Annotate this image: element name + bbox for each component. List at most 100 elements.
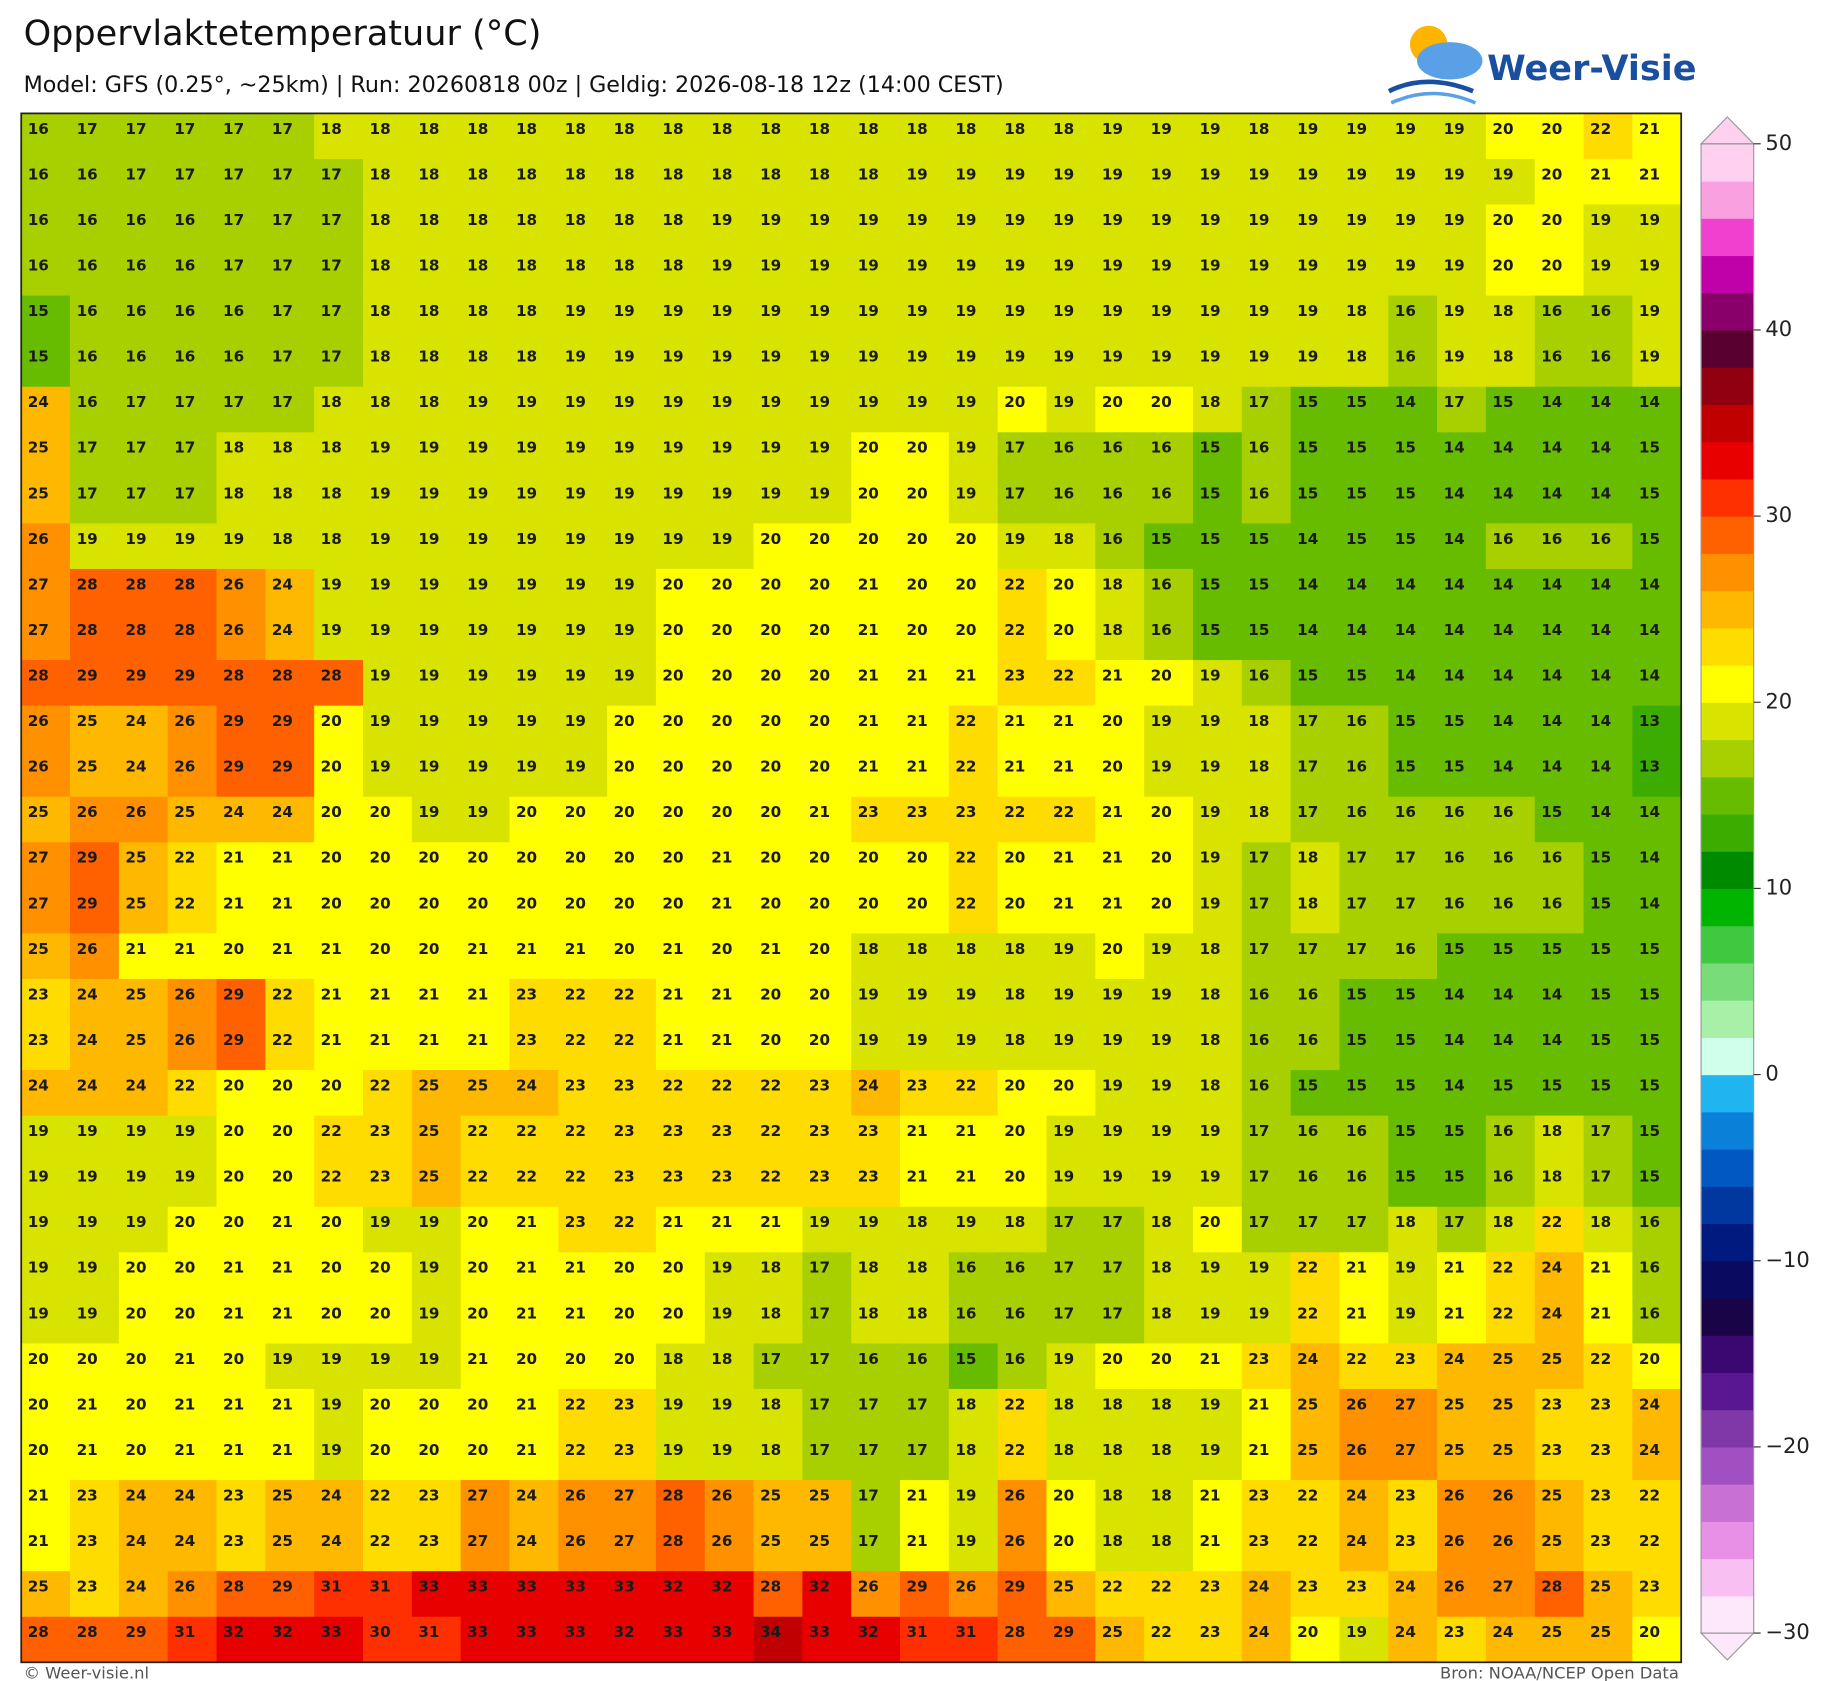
temperature-cell	[607, 158, 657, 206]
temperature-cell	[460, 933, 511, 980]
temperature-cell	[314, 432, 364, 479]
temperature-label: 19	[662, 348, 683, 366]
temperature-cell	[1485, 204, 1536, 251]
temperature-cell	[558, 705, 608, 752]
temperature-cell	[900, 705, 950, 752]
temperature-label: 20	[955, 621, 976, 639]
temperature-label: 19	[77, 1168, 98, 1186]
temperature-label: 22	[1297, 1259, 1318, 1277]
temperature-label: 19	[711, 1259, 732, 1277]
temperature-label: 20	[809, 894, 830, 912]
temperature-label: 18	[1492, 348, 1513, 366]
temperature-label: 25	[1541, 1532, 1562, 1550]
temperature-cell	[21, 204, 71, 251]
temperature-label: 18	[662, 165, 683, 183]
temperature-label: 22	[955, 849, 976, 867]
temperature-label: 19	[467, 484, 488, 502]
temperature-cell	[607, 751, 657, 798]
temperature-label: 21	[174, 1350, 195, 1368]
temperature-label: 19	[955, 211, 976, 229]
temperature-label: 18	[614, 120, 635, 138]
temperature-label: 21	[711, 894, 732, 912]
temperature-cell	[900, 295, 950, 342]
temperature-label: 20	[370, 1395, 391, 1413]
temperature-label: 16	[1297, 985, 1318, 1003]
temperature-cell	[21, 978, 71, 1026]
temperature-cell	[802, 158, 852, 206]
temperature-cell	[1485, 933, 1536, 980]
temperature-label: 20	[174, 1304, 195, 1322]
temperature-label: 21	[467, 1031, 488, 1049]
temperature-label: 18	[955, 940, 976, 958]
temperature-cell	[362, 568, 413, 616]
temperature-cell	[1095, 842, 1145, 889]
temperature-cell	[948, 113, 999, 160]
temperature-label: 15	[1199, 439, 1220, 457]
temperature-cell	[997, 204, 1048, 251]
temperature-cell	[1388, 796, 1438, 843]
temperature-label: 22	[174, 1077, 195, 1095]
temperature-cell	[1095, 113, 1145, 160]
temperature-label: 16	[1346, 1168, 1367, 1186]
temperature-label: 26	[174, 1031, 195, 1049]
temperature-label: 16	[955, 1304, 976, 1322]
temperature-label: 18	[516, 257, 537, 275]
temperature-label: 27	[28, 621, 49, 639]
temperature-cell	[802, 523, 852, 570]
temperature-label: 21	[1248, 1441, 1269, 1459]
temperature-cell	[216, 477, 266, 524]
temperature-label: 14	[1541, 393, 1562, 411]
temperature-label: 23	[370, 1122, 391, 1140]
temperature-cell	[948, 204, 999, 251]
temperature-label: 19	[711, 530, 732, 548]
colorbar-segment	[1701, 851, 1754, 890]
temperature-label: 21	[321, 985, 342, 1003]
temperature-cell	[704, 751, 755, 798]
temperature-label: 18	[1297, 849, 1318, 867]
temperature-label: 15	[1248, 575, 1269, 593]
temperature-cell	[1144, 204, 1194, 251]
temperature-cell	[460, 796, 511, 843]
temperature-label: 22	[467, 1122, 488, 1140]
temperature-cell	[948, 705, 999, 752]
temperature-label: 21	[125, 940, 146, 958]
temperature-cell	[118, 887, 169, 934]
temperature-label: 21	[1102, 849, 1123, 867]
temperature-cell	[1534, 204, 1585, 251]
temperature-label: 15	[1444, 758, 1465, 776]
temperature-cell	[1437, 796, 1487, 843]
temperature-label: 15	[1248, 530, 1269, 548]
temperature-cell	[167, 386, 218, 433]
temperature-cell	[900, 978, 950, 1026]
temperature-label: 18	[1199, 985, 1220, 1003]
temperature-label: 20	[1004, 1122, 1025, 1140]
temperature-label: 17	[174, 484, 195, 502]
temperature-label: 17	[1248, 1122, 1269, 1140]
temperature-label: 22	[1492, 1259, 1513, 1277]
temperature-label: 20	[467, 1213, 488, 1231]
temperature-label: 21	[467, 985, 488, 1003]
temperature-label: 19	[77, 1259, 98, 1277]
temperature-label: 26	[77, 803, 98, 821]
temperature-label: 19	[955, 302, 976, 320]
temperature-label: 20	[1639, 1623, 1660, 1641]
temperature-cell	[1534, 660, 1585, 707]
temperature-cell	[70, 113, 120, 160]
temperature-label: 18	[1004, 940, 1025, 958]
temperature-cell	[1241, 523, 1292, 570]
temperature-cell	[948, 295, 999, 342]
temperature-cell	[1095, 933, 1145, 980]
temperature-label: 19	[565, 575, 586, 593]
temperature-label: 29	[907, 1578, 928, 1596]
temperature-label: 21	[1444, 1304, 1465, 1322]
temperature-label: 18	[907, 1304, 928, 1322]
temperature-cell	[1339, 386, 1389, 433]
temperature-label: 16	[1492, 1122, 1513, 1140]
temperature-cell	[509, 933, 559, 980]
temperature-label: 26	[1492, 1532, 1513, 1550]
temperature-label: 15	[1346, 1031, 1367, 1049]
temperature-label: 15	[1395, 530, 1416, 548]
temperature-label: 18	[907, 1259, 928, 1277]
temperature-label: 20	[1639, 1350, 1660, 1368]
temperature-label: 18	[418, 393, 439, 411]
